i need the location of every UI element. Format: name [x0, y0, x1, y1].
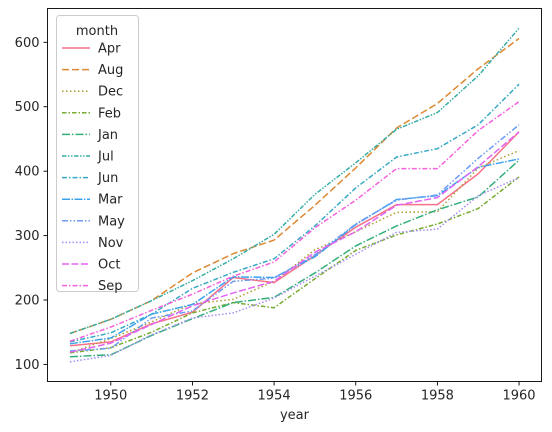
- series-line-jun: [69, 83, 520, 343]
- x-tick-label: 1954: [258, 389, 291, 404]
- legend-label-may: May: [98, 214, 125, 229]
- x-tick-label: 1952: [176, 389, 209, 404]
- y-tick-label: 400: [15, 165, 40, 180]
- x-tick-label: 1960: [502, 389, 535, 404]
- series-line-jan: [69, 159, 520, 358]
- x-axis: 1950 1952 1954 1956 1958 1960: [94, 381, 536, 404]
- series-lines: [69, 27, 520, 363]
- legend-label-apr: Apr: [98, 42, 121, 57]
- legend-label-jan: Jan: [97, 128, 118, 143]
- legend-label-jun: Jun: [97, 171, 118, 186]
- y-tick-label: 200: [15, 294, 40, 309]
- y-axis: 100 200 300 400 500 600: [15, 36, 48, 373]
- series-line-oct: [69, 131, 520, 353]
- legend-label-sep: Sep: [98, 279, 123, 294]
- y-tick-label: 500: [15, 100, 40, 115]
- series-line-sep: [69, 100, 520, 342]
- series-line-aug: [69, 37, 520, 335]
- series-line-nov: [69, 176, 520, 363]
- series-line-feb: [69, 176, 520, 354]
- legend-title: month: [76, 24, 118, 39]
- legend-label-feb: Feb: [98, 106, 121, 121]
- legend-label-dec: Dec: [98, 85, 123, 100]
- legend-label-jul: Jul: [97, 150, 114, 165]
- series-line-jul: [69, 27, 520, 335]
- legend: month Apr Aug Dec Feb Jan Jul Jun Mar May Nov Oct S…: [56, 15, 139, 294]
- legend-label-oct: Oct: [98, 258, 120, 273]
- x-tick-label: 1956: [339, 389, 372, 404]
- x-tick-label: 1958: [421, 389, 454, 404]
- legend-label-mar: Mar: [98, 193, 123, 208]
- y-tick-label: 100: [15, 358, 40, 373]
- x-axis-label: year: [280, 408, 310, 423]
- plot-frame: [47, 8, 542, 382]
- legend-items: Apr Aug Dec Feb Jan Jul Jun Mar May Nov Oct Sep: [62, 42, 125, 294]
- x-tick-label: 1950: [94, 389, 127, 404]
- legend-box: [56, 15, 139, 292]
- y-tick-label: 600: [15, 36, 40, 51]
- legend-label-aug: Aug: [98, 63, 123, 78]
- legend-label-nov: Nov: [98, 236, 124, 251]
- y-tick-label: 300: [15, 229, 40, 244]
